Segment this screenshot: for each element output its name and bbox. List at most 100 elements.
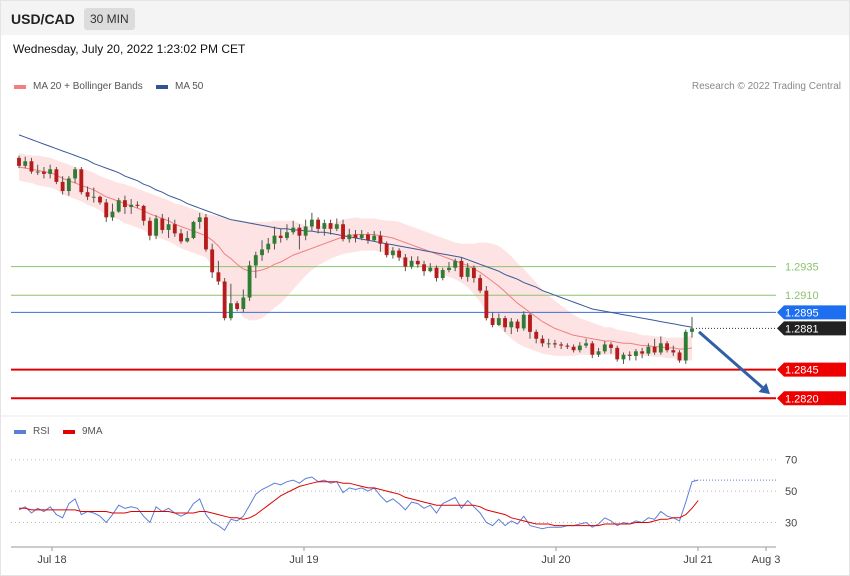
candle <box>222 278 227 321</box>
candle-body <box>434 267 439 279</box>
candle-body <box>478 278 483 291</box>
candle-body <box>565 345 570 347</box>
candle-body <box>428 267 433 272</box>
candle <box>185 231 190 243</box>
ma50-swatch <box>156 84 168 89</box>
candle <box>633 349 638 361</box>
candle <box>291 220 296 235</box>
candle-body <box>640 351 645 354</box>
candle <box>172 219 177 237</box>
candle <box>266 237 271 253</box>
candle <box>272 226 277 250</box>
candle-body <box>690 328 694 332</box>
candle-body <box>41 171 46 174</box>
candle <box>160 213 165 234</box>
timeframe-badge[interactable]: 30 MIN <box>84 8 135 30</box>
candle <box>640 347 645 359</box>
candle <box>116 197 121 213</box>
candle <box>577 342 582 353</box>
candle-body <box>590 343 595 355</box>
candle <box>328 219 333 235</box>
candle-body <box>341 224 345 240</box>
candle <box>359 229 364 241</box>
candle <box>54 166 59 185</box>
candle-body <box>73 169 78 179</box>
candle <box>210 243 215 279</box>
price-tag-1.2881 <box>777 321 846 336</box>
candle <box>191 220 196 240</box>
candle-body <box>609 344 613 348</box>
candle <box>540 335 545 347</box>
candle-body <box>422 264 426 272</box>
candle <box>590 341 595 359</box>
candle-body <box>303 226 308 236</box>
candle-body <box>210 249 215 273</box>
candle-body <box>147 220 152 236</box>
candle <box>534 329 539 344</box>
candle-body <box>440 270 445 279</box>
candle-body <box>85 192 90 197</box>
candle-body <box>347 234 352 240</box>
candle-body <box>278 235 283 238</box>
candle-body <box>646 346 651 354</box>
candle-body <box>247 265 252 298</box>
candle <box>683 329 688 364</box>
candle <box>297 224 302 250</box>
legend-9ma: 9MA <box>63 426 103 437</box>
candle <box>353 229 358 243</box>
candle-body <box>521 314 526 329</box>
candle-body <box>677 352 682 361</box>
candle-body <box>116 200 121 212</box>
candle <box>216 260 221 285</box>
candle <box>665 341 670 353</box>
candle-body <box>559 344 564 346</box>
price-label-1.2935: 1.2935 <box>785 262 819 274</box>
candle-body <box>366 234 370 241</box>
candle-body <box>602 344 607 352</box>
candle-body <box>546 343 551 345</box>
candle <box>652 338 657 355</box>
candle <box>378 231 383 252</box>
candle-body <box>384 243 389 256</box>
candle <box>154 215 159 240</box>
ma20-swatch <box>14 84 26 89</box>
candle <box>621 352 626 364</box>
candle <box>515 319 520 332</box>
candle-body <box>123 200 127 208</box>
candle <box>565 343 570 350</box>
chart-header: USD/CAD 30 MIN <box>1 1 849 35</box>
candle <box>571 344 576 353</box>
ma50-label: MA 50 <box>175 81 204 92</box>
candle <box>23 156 28 169</box>
candle-body <box>571 346 576 351</box>
candle-body <box>596 351 601 355</box>
candle <box>135 201 140 209</box>
candle <box>85 186 90 201</box>
candle <box>453 258 458 272</box>
candle-body <box>409 260 414 267</box>
candle-body <box>359 234 364 238</box>
candle-body <box>48 169 53 174</box>
candle <box>596 347 601 358</box>
candle-body <box>154 218 159 236</box>
candle <box>341 219 345 242</box>
symbol-title: USD/CAD <box>11 11 75 27</box>
candle <box>278 228 283 243</box>
candle <box>397 248 402 261</box>
candle-body <box>23 161 28 166</box>
rsi-tick-label-50: 50 <box>785 486 797 498</box>
candle <box>677 350 682 363</box>
candle-body <box>204 217 208 250</box>
candle <box>147 217 152 241</box>
candle <box>29 157 34 174</box>
candle <box>602 341 607 354</box>
candle-body <box>652 346 657 353</box>
candle-body <box>35 171 40 173</box>
candle-body <box>17 157 21 166</box>
candle-body <box>447 267 451 271</box>
candle-body <box>534 331 539 339</box>
candle <box>447 262 451 273</box>
price-label-1.2895: 1.2895 <box>785 307 819 319</box>
candle <box>390 247 395 259</box>
